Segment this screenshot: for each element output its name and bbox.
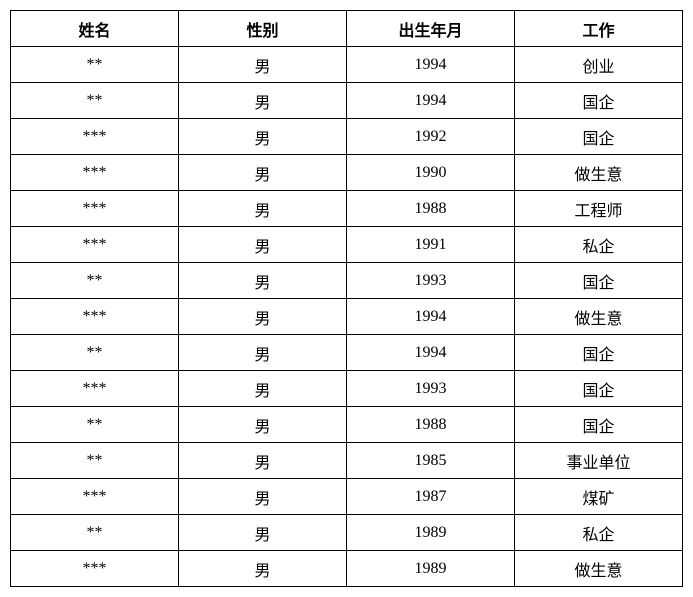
cell-job: 事业单位 (515, 443, 683, 479)
table-row: ** 男 1988 国企 (11, 407, 683, 443)
header-job: 工作 (515, 11, 683, 47)
table-row: *** 男 1990 做生意 (11, 155, 683, 191)
cell-birth: 1988 (347, 407, 515, 443)
cell-job: 做生意 (515, 551, 683, 587)
table-row: ** 男 1994 国企 (11, 335, 683, 371)
cell-name: ** (11, 263, 179, 299)
cell-gender: 男 (179, 335, 347, 371)
cell-name: ** (11, 47, 179, 83)
cell-birth: 1994 (347, 47, 515, 83)
cell-job: 国企 (515, 335, 683, 371)
header-birth: 出生年月 (347, 11, 515, 47)
cell-name: ** (11, 407, 179, 443)
cell-name: *** (11, 551, 179, 587)
cell-birth: 1991 (347, 227, 515, 263)
cell-name: *** (11, 227, 179, 263)
cell-name: *** (11, 371, 179, 407)
header-name: 姓名 (11, 11, 179, 47)
cell-job: 国企 (515, 263, 683, 299)
table-row: ** 男 1994 国企 (11, 83, 683, 119)
cell-job: 国企 (515, 407, 683, 443)
cell-name: *** (11, 299, 179, 335)
table-row: *** 男 1993 国企 (11, 371, 683, 407)
table-row: ** 男 1985 事业单位 (11, 443, 683, 479)
cell-job: 国企 (515, 371, 683, 407)
cell-birth: 1993 (347, 371, 515, 407)
cell-birth: 1994 (347, 83, 515, 119)
cell-job: 煤矿 (515, 479, 683, 515)
cell-name: ** (11, 443, 179, 479)
cell-gender: 男 (179, 47, 347, 83)
cell-birth: 1989 (347, 515, 515, 551)
cell-gender: 男 (179, 119, 347, 155)
cell-gender: 男 (179, 515, 347, 551)
cell-gender: 男 (179, 479, 347, 515)
cell-birth: 1993 (347, 263, 515, 299)
cell-birth: 1994 (347, 335, 515, 371)
table-row: *** 男 1988 工程师 (11, 191, 683, 227)
cell-name: *** (11, 479, 179, 515)
header-row: 姓名 性别 出生年月 工作 (11, 11, 683, 47)
table-body: ** 男 1994 创业 ** 男 1994 国企 *** 男 1992 国企 … (11, 47, 683, 587)
cell-name: ** (11, 335, 179, 371)
table-row: ** 男 1989 私企 (11, 515, 683, 551)
cell-gender: 男 (179, 227, 347, 263)
cell-job: 做生意 (515, 155, 683, 191)
cell-job: 工程师 (515, 191, 683, 227)
cell-birth: 1994 (347, 299, 515, 335)
cell-job: 做生意 (515, 299, 683, 335)
cell-gender: 男 (179, 191, 347, 227)
cell-birth: 1988 (347, 191, 515, 227)
cell-job: 国企 (515, 83, 683, 119)
table-header: 姓名 性别 出生年月 工作 (11, 11, 683, 47)
cell-name: ** (11, 83, 179, 119)
cell-job: 创业 (515, 47, 683, 83)
cell-birth: 1992 (347, 119, 515, 155)
table-row: ** 男 1993 国企 (11, 263, 683, 299)
cell-gender: 男 (179, 407, 347, 443)
cell-gender: 男 (179, 299, 347, 335)
cell-name: *** (11, 155, 179, 191)
table-row: ** 男 1994 创业 (11, 47, 683, 83)
table-row: *** 男 1989 做生意 (11, 551, 683, 587)
cell-gender: 男 (179, 83, 347, 119)
cell-job: 私企 (515, 515, 683, 551)
cell-name: *** (11, 119, 179, 155)
cell-gender: 男 (179, 263, 347, 299)
cell-birth: 1987 (347, 479, 515, 515)
cell-gender: 男 (179, 551, 347, 587)
cell-birth: 1985 (347, 443, 515, 479)
cell-gender: 男 (179, 371, 347, 407)
cell-gender: 男 (179, 443, 347, 479)
table-row: *** 男 1994 做生意 (11, 299, 683, 335)
cell-birth: 1990 (347, 155, 515, 191)
cell-name: ** (11, 515, 179, 551)
cell-name: *** (11, 191, 179, 227)
cell-gender: 男 (179, 155, 347, 191)
header-gender: 性别 (179, 11, 347, 47)
table-row: *** 男 1992 国企 (11, 119, 683, 155)
cell-birth: 1989 (347, 551, 515, 587)
cell-job: 私企 (515, 227, 683, 263)
table-row: *** 男 1987 煤矿 (11, 479, 683, 515)
table-row: *** 男 1991 私企 (11, 227, 683, 263)
data-table: 姓名 性别 出生年月 工作 ** 男 1994 创业 ** 男 1994 国企 … (10, 10, 683, 587)
cell-job: 国企 (515, 119, 683, 155)
